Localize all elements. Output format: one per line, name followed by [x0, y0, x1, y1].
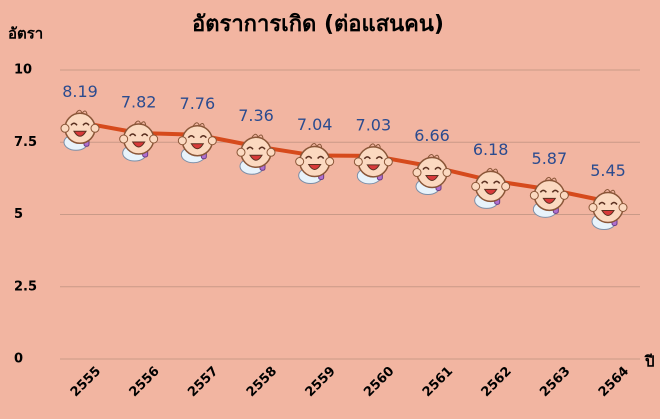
baby-marker: [236, 133, 276, 175]
ear: [442, 168, 452, 178]
eyes: [422, 166, 442, 171]
ear: [60, 123, 70, 133]
baby-marker: [119, 120, 159, 162]
data-label: 7.76: [180, 94, 216, 113]
chart-title: อัตราการเกิด (ต่อแสนคน): [192, 12, 444, 37]
ear: [236, 147, 246, 157]
hair: [310, 143, 323, 148]
mouth: [73, 130, 87, 137]
ear: [90, 123, 100, 133]
ear: [588, 202, 598, 212]
baby-marker: [588, 189, 628, 230]
hair: [486, 167, 499, 173]
hair: [603, 189, 616, 194]
eyes: [481, 180, 501, 184]
x-tick-label: 2563: [537, 364, 573, 400]
y-tick-label: 0: [14, 352, 23, 367]
x-axis-label: ปี: [644, 353, 654, 371]
ear: [266, 147, 276, 157]
mouth: [483, 188, 498, 195]
ear: [501, 181, 511, 191]
hair: [134, 120, 147, 126]
data-label: 7.04: [297, 115, 333, 134]
eyes: [598, 201, 618, 205]
eyes: [129, 133, 149, 137]
ear: [119, 134, 129, 144]
data-label: 5.45: [590, 161, 626, 180]
baby-marker: [412, 154, 452, 196]
eyes: [187, 134, 207, 139]
baby-marker: [295, 143, 335, 185]
ear: [207, 136, 217, 146]
mouth: [601, 209, 615, 216]
mouth: [249, 154, 263, 161]
eyes: [539, 189, 559, 193]
hair: [427, 154, 440, 159]
ear: [325, 157, 335, 167]
baby-marker: [529, 176, 569, 218]
ear: [529, 190, 539, 200]
ear: [353, 157, 363, 167]
eyes: [305, 155, 325, 160]
ear: [177, 136, 187, 146]
x-tick-label: 2557: [185, 364, 221, 400]
data-label: 7.36: [238, 106, 274, 125]
ear: [383, 157, 393, 167]
baby-marker: [353, 143, 393, 185]
x-tick-label: 2556: [127, 364, 163, 400]
x-tick-label: 2559: [303, 364, 339, 400]
y-tick-label: 10: [14, 63, 32, 78]
baby-marker: [471, 167, 511, 209]
ear: [295, 157, 305, 167]
data-label: 7.03: [356, 115, 392, 134]
baby-marker: [60, 109, 100, 151]
x-tick-label: 2564: [596, 364, 632, 400]
x-tick-label: 2558: [244, 364, 280, 400]
hair: [75, 109, 88, 115]
x-tick-label: 2561: [420, 364, 456, 400]
y-axis-label: อัตรา: [8, 25, 43, 43]
y-tick-label: 7.5: [14, 135, 37, 150]
ear: [412, 168, 422, 178]
data-label: 6.66: [414, 126, 450, 145]
mouth: [425, 175, 439, 182]
y-tick-label: 2.5: [14, 279, 37, 294]
hair: [368, 143, 381, 148]
eyes: [363, 156, 383, 160]
mouth: [307, 164, 322, 171]
mouth: [190, 143, 205, 150]
x-tick-label: 2562: [479, 364, 515, 400]
data-label: 7.82: [121, 93, 157, 112]
ear: [471, 181, 481, 191]
line: [79, 120, 609, 204]
ear: [618, 202, 628, 212]
data-label: 6.18: [473, 140, 509, 159]
data-label: 8.19: [62, 82, 98, 101]
x-tick-label: 2560: [361, 364, 397, 400]
mouth: [366, 164, 381, 171]
eyes: [70, 122, 90, 126]
baby-marker: [177, 122, 217, 164]
hair: [192, 122, 205, 127]
data-label: 5.87: [532, 149, 568, 168]
ear: [149, 134, 159, 144]
eyes: [246, 146, 266, 150]
ear: [559, 190, 569, 200]
hair: [251, 133, 264, 139]
y-tick-label: 5: [14, 207, 23, 222]
x-tick-label: 2555: [68, 364, 104, 400]
mouth: [131, 141, 146, 148]
mouth: [542, 197, 557, 204]
hair: [544, 176, 557, 182]
